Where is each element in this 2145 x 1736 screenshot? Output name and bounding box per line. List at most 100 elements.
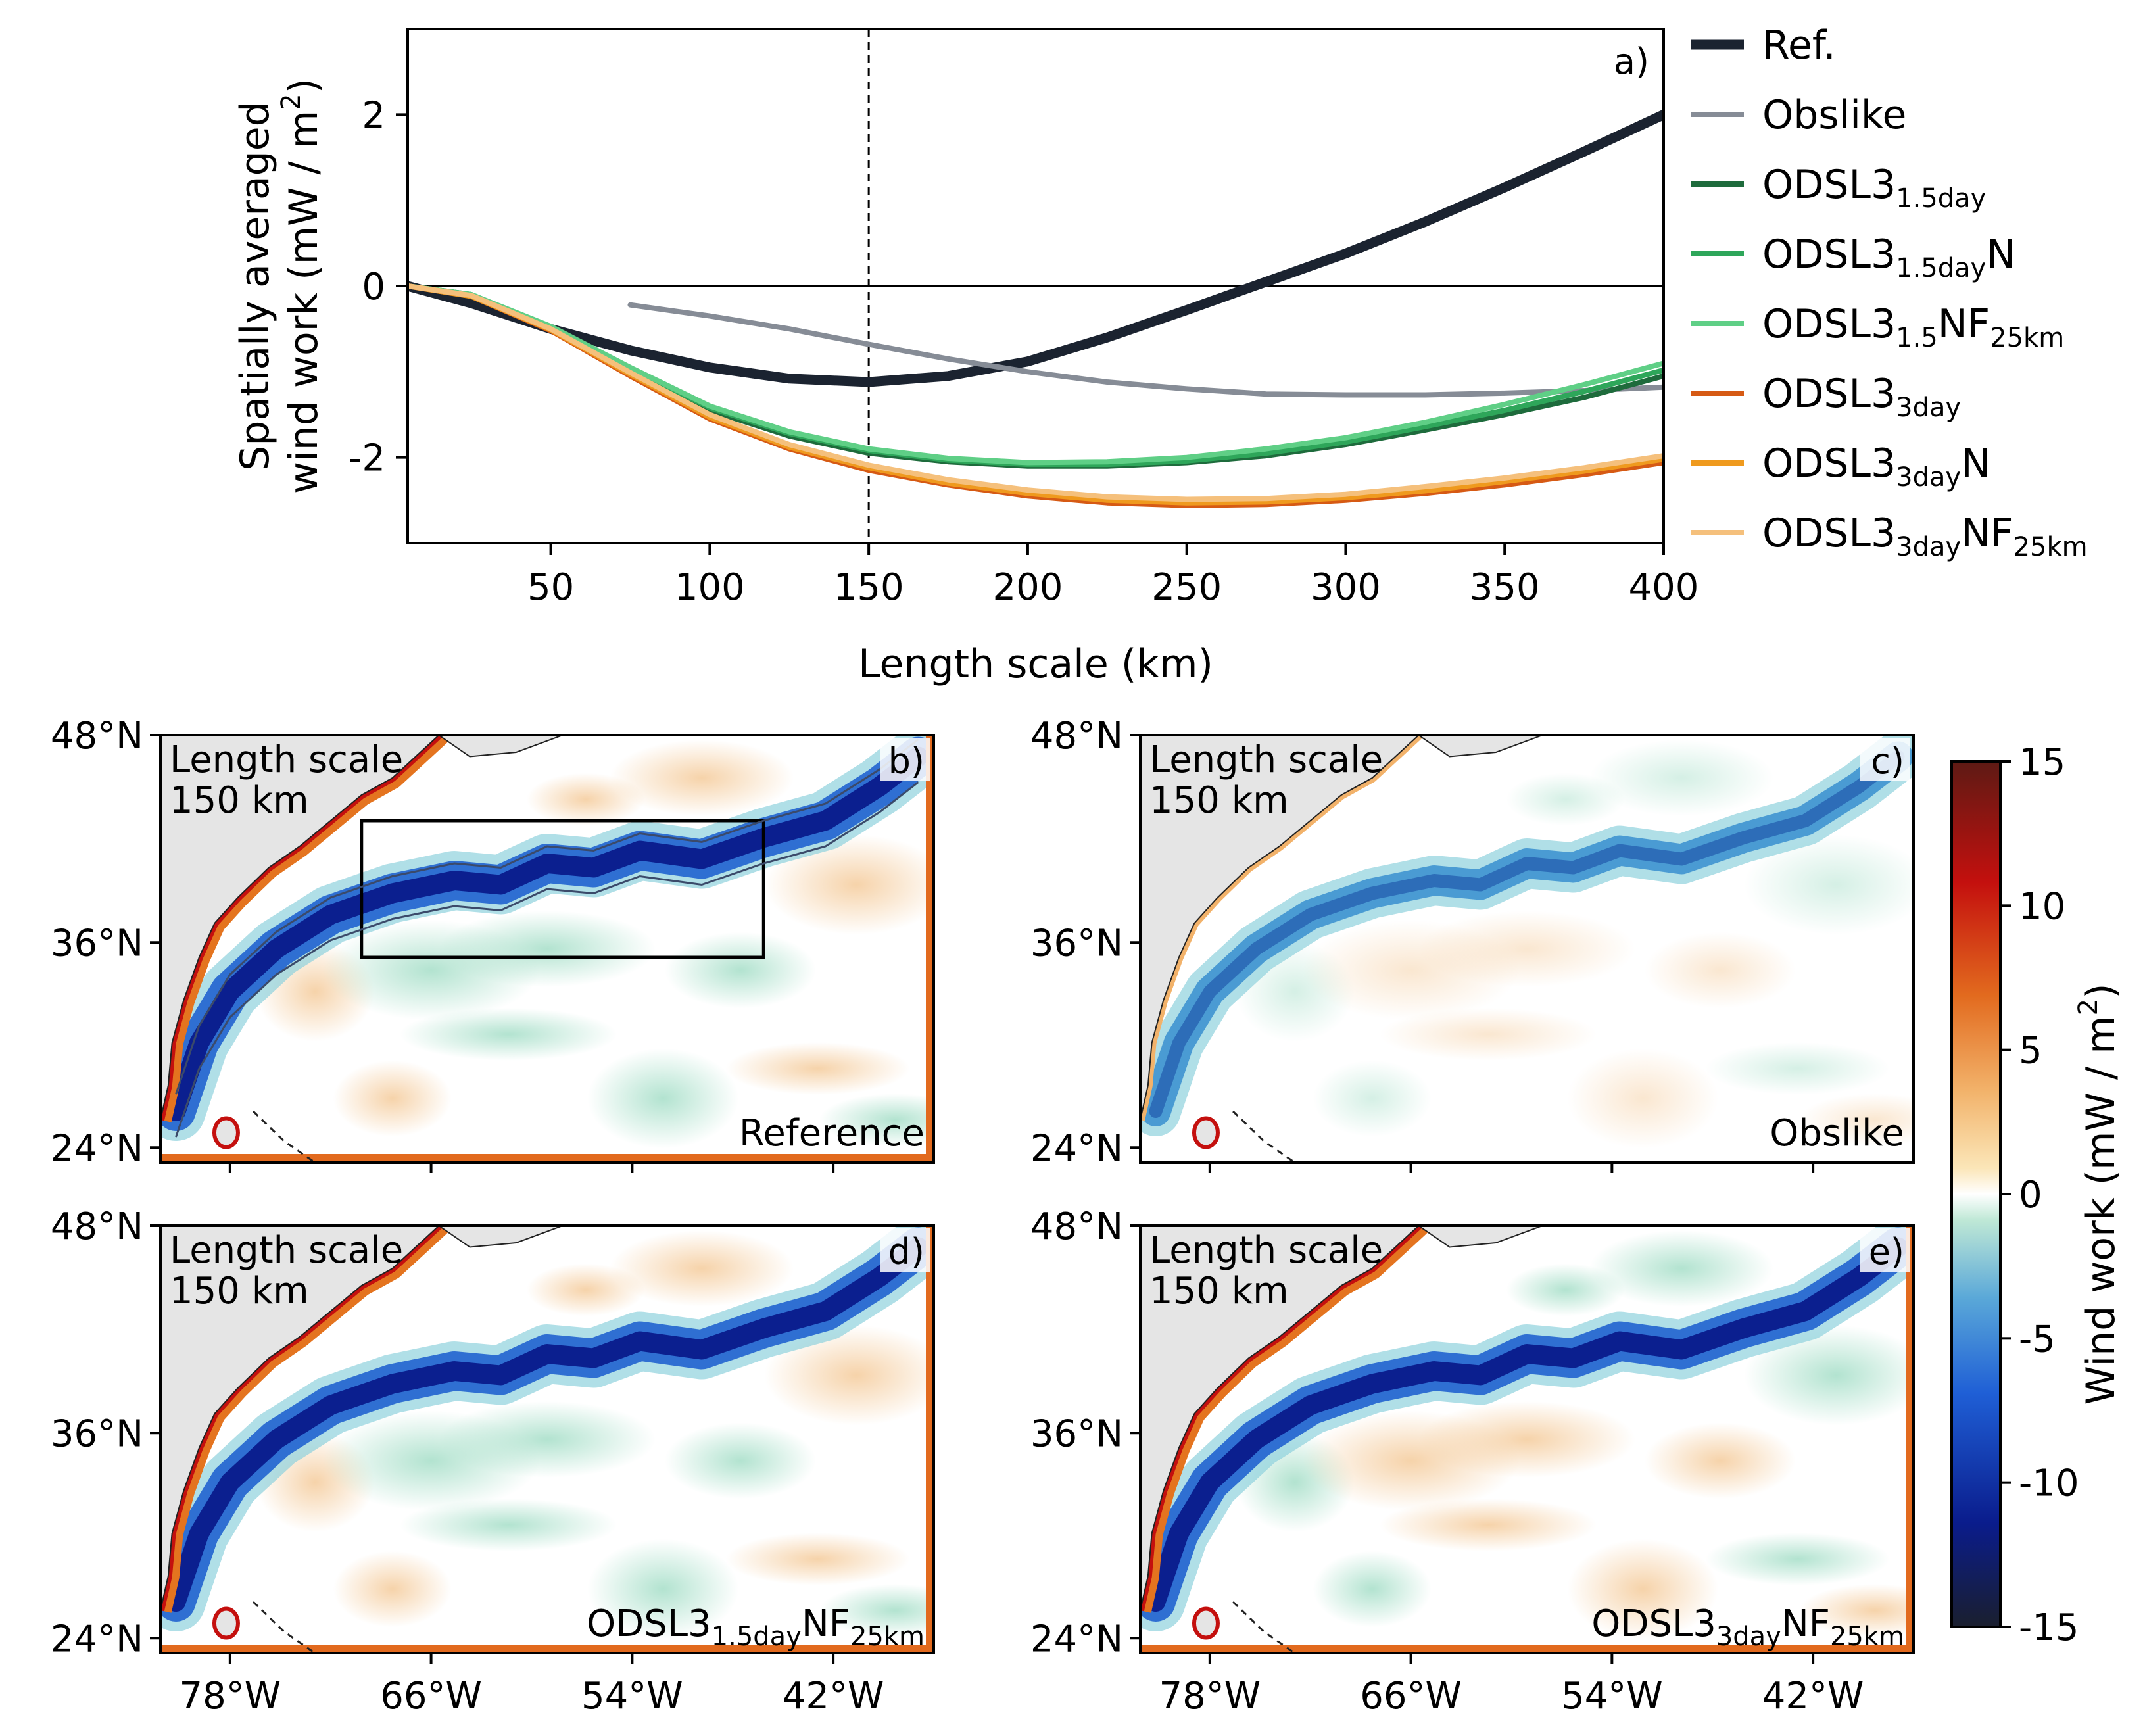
lon-tick-label: 42°W	[783, 1675, 884, 1718]
field-blob	[587, 1048, 739, 1149]
lat-tick-label: 24°N	[51, 1618, 143, 1660]
dashed-boundary	[253, 1601, 316, 1653]
y-axis-label: Spatially averaged wind work (mW / m2)	[232, 78, 327, 494]
x-tick-label: 100	[675, 566, 745, 609]
y-axis-label-line1: Spatially averaged	[232, 101, 278, 471]
series-lines	[408, 109, 1664, 508]
map-field	[1140, 735, 1914, 1163]
legend-entry-6: ODSL33day	[1762, 371, 1961, 423]
panel-id-background	[880, 738, 930, 781]
x-tick-label: 250	[1151, 566, 1222, 609]
svg-text:Wind work (mW / m2): Wind work (mW / m2)	[2073, 984, 2124, 1405]
lon-tick-label: 54°W	[581, 1675, 683, 1718]
y-axis-label-line2: wind work (mW / m2)	[276, 78, 327, 494]
colorbar-tick-label: -10	[2019, 1462, 2079, 1505]
length-scale-label: Length scale	[170, 1229, 403, 1272]
legend-entry-4: ODSL31.5dayN	[1762, 231, 2015, 283]
field-blob	[1302, 920, 1520, 1021]
y-tick-label: 2	[362, 94, 385, 137]
lat-tick-label: 48°N	[51, 1205, 143, 1248]
panel-id-label: e)	[1869, 1231, 1904, 1272]
map-field	[160, 1226, 934, 1653]
bahamas-island	[1192, 1116, 1220, 1149]
lat-tick-label: 24°N	[1030, 1618, 1123, 1660]
panel-id-label: b)	[888, 740, 925, 782]
field-blob	[764, 834, 934, 935]
x-tick-label: 150	[834, 566, 904, 609]
field-blob	[1302, 1410, 1520, 1511]
lat-tick-label: 36°N	[1030, 922, 1123, 965]
field-blob	[1380, 1499, 1597, 1551]
gulf-stream-core	[166, 1237, 928, 1612]
field-blob	[764, 1325, 934, 1426]
lat-tick-label: 48°N	[1030, 1205, 1123, 1248]
bahamas-island	[212, 1116, 240, 1149]
lat-tick-label: 24°N	[51, 1127, 143, 1170]
panel-name-label: Reference	[739, 1112, 925, 1155]
legend: Ref. Obslike ODSL31.5day ODSL31.5dayN ODSL31…	[1691, 22, 2088, 562]
series-line-3	[408, 283, 1664, 469]
field-blob	[1313, 1060, 1432, 1137]
series-line-8	[408, 283, 1664, 502]
x-tick-label: 350	[1470, 566, 1540, 609]
length-scale-value: 150 km	[170, 1270, 309, 1313]
colorbar-label: Wind work (mW / m2)	[2073, 984, 2124, 1405]
reference-lines	[408, 29, 1664, 543]
lon-tick-label: 54°W	[1561, 1675, 1663, 1718]
panel-name-label: ODSL31.5dayNF25km	[587, 1603, 925, 1652]
field-blob	[1705, 1533, 1890, 1585]
length-scale-label: Length scale	[170, 738, 403, 781]
field-blob	[1744, 1325, 1914, 1426]
land-mask	[160, 735, 440, 1121]
map-frame	[1139, 1224, 1915, 1654]
lon-tick-label: 66°W	[380, 1675, 482, 1718]
x-tick-label: 400	[1629, 566, 1699, 609]
colorbar-tick-label: -5	[2019, 1318, 2056, 1361]
colorbar-tick-label: -15	[2019, 1606, 2079, 1649]
panel-id-label: d)	[888, 1231, 925, 1272]
y-tick-label: -2	[349, 437, 385, 480]
field-blob	[1705, 1042, 1890, 1095]
field-blob	[725, 1533, 910, 1585]
x-axis-ticks: 50 100 150 200 250 300 350 400	[527, 543, 1699, 609]
bahamas-island	[1192, 1606, 1220, 1640]
gulf-stream-core	[1145, 1237, 1908, 1612]
lat-tick-label: 36°N	[1030, 1412, 1123, 1455]
length-scale-value: 150 km	[1149, 779, 1289, 822]
map-frame	[1139, 734, 1915, 1164]
field-blob	[1313, 1551, 1432, 1628]
colorbar-tick-label: 15	[2019, 741, 2065, 784]
map-panel-d: 48°N 36°N 24°N 78°W 66°W 54°W 42°W Length scale…	[51, 1205, 935, 1718]
dashed-boundary	[1232, 1110, 1296, 1163]
panel-id-background	[1860, 738, 1910, 781]
length-scale-value: 150 km	[170, 779, 309, 822]
field-blob	[1380, 1008, 1597, 1061]
panel-id-background	[880, 1228, 930, 1272]
colorbar-tick-label: 5	[2019, 1030, 2042, 1073]
legend-entry-8: ODSL33dayNF25km	[1762, 510, 2088, 562]
line-chart-panel-a: 50 100 150 200 250 300 350 400 -2 0 2 a) Length s…	[232, 22, 2088, 687]
field-blob	[725, 1042, 910, 1095]
map-field	[160, 735, 934, 1163]
lat-tick-label: 36°N	[51, 922, 143, 965]
legend-entry-3: ODSL31.5day	[1762, 162, 1986, 214]
panel-id-label: c)	[1871, 740, 1904, 782]
map-field	[1140, 1226, 1914, 1653]
lat-tick-label: 24°N	[1030, 1127, 1123, 1170]
dashed-boundary	[253, 1110, 316, 1163]
field-blob	[665, 1422, 816, 1499]
field-blob	[587, 1539, 739, 1639]
legend-entry-5: ODSL31.5NF25km	[1762, 301, 2064, 353]
colorbar-tick-label: 0	[2019, 1174, 2042, 1217]
field-blob	[1567, 1539, 1719, 1639]
land-mask	[1140, 735, 1420, 1121]
field-blob	[400, 1008, 617, 1061]
field-blob	[610, 740, 794, 816]
lon-tick-label: 42°W	[1762, 1675, 1864, 1718]
length-scale-label: Length scale	[1149, 738, 1383, 781]
panel-name-label: Obslike	[1770, 1112, 1904, 1155]
length-scale-label: Length scale	[1149, 1229, 1383, 1272]
